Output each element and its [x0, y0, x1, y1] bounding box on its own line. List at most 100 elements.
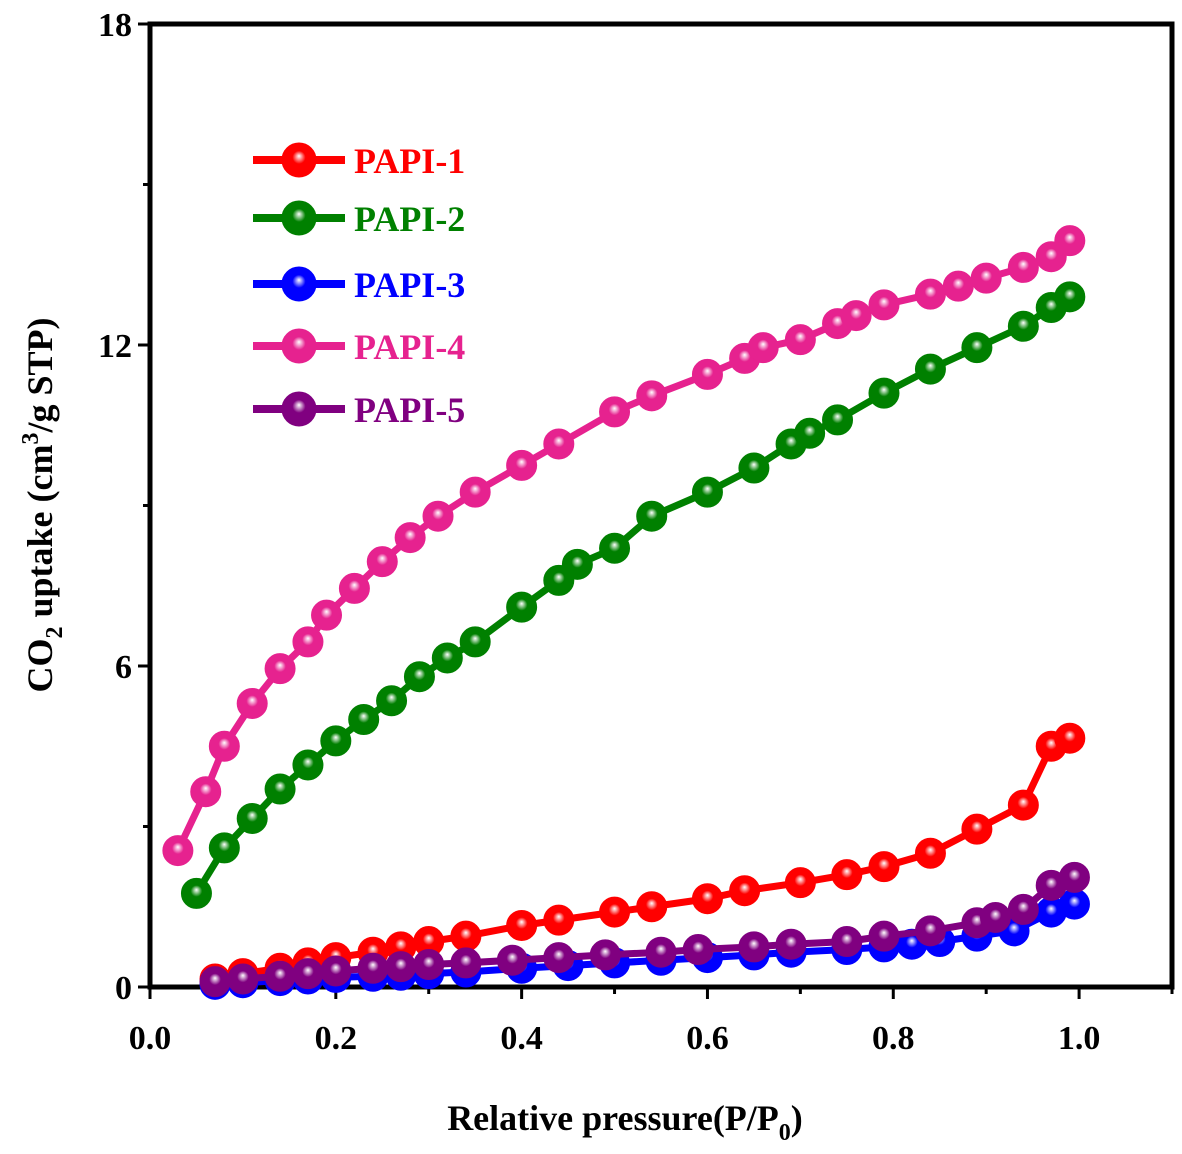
data-point: [236, 687, 268, 719]
data-point: [914, 837, 946, 869]
x-tick-label: 0.0: [129, 1020, 172, 1057]
legend-label: PAPI-3: [354, 265, 465, 305]
data-point: [784, 324, 816, 356]
data-point: [292, 626, 324, 658]
data-point: [506, 909, 538, 941]
data-point: [868, 920, 900, 952]
legend-marker: [281, 328, 317, 364]
data-point: [376, 685, 408, 717]
data-point: [599, 396, 631, 428]
data-point: [599, 532, 631, 564]
data-point: [682, 934, 714, 966]
data-point: [794, 417, 826, 449]
legend-label: PAPI-4: [354, 327, 465, 367]
x-tick-label: 1.0: [1058, 1020, 1101, 1057]
data-point: [868, 851, 900, 883]
axis-ticks: [138, 22, 1174, 999]
data-point: [543, 904, 575, 936]
data-point: [403, 661, 435, 693]
data-point: [264, 773, 296, 805]
legend-marker: [281, 391, 317, 427]
data-point: [840, 300, 872, 332]
data-point: [506, 449, 538, 481]
data-point: [506, 591, 538, 623]
series-papi-4: [162, 225, 1086, 867]
data-point: [162, 835, 194, 867]
series-line: [193, 293, 1072, 896]
data-point: [645, 936, 677, 968]
legend-marker: [281, 142, 317, 178]
data-point: [691, 358, 723, 390]
data-point: [961, 813, 993, 845]
data-point: [1054, 722, 1086, 754]
y-tick-label: 0: [115, 970, 132, 1007]
legend-marker: [281, 266, 317, 302]
x-axis-title: Relative pressure(P/P0): [447, 1098, 803, 1146]
y-axis-title: CO2 uptake (cm3/g STP): [18, 317, 68, 692]
data-point: [868, 377, 900, 409]
data-point: [459, 626, 491, 658]
data-point: [831, 859, 863, 891]
data-point: [450, 920, 482, 952]
data-point: [561, 548, 593, 580]
data-point: [738, 931, 770, 963]
data-point: [496, 944, 528, 976]
data-point: [822, 404, 854, 436]
legend-label: PAPI-2: [354, 199, 465, 239]
data-point: [738, 452, 770, 484]
data-point: [831, 926, 863, 958]
data-point: [543, 428, 575, 460]
legend-marker: [281, 200, 317, 236]
data-point: [459, 476, 491, 508]
legend-item: PAPI-2: [253, 199, 465, 239]
data-point: [775, 928, 807, 960]
data-point: [1007, 789, 1039, 821]
data-point: [970, 262, 1002, 294]
data-point: [1007, 893, 1039, 925]
data-point: [292, 749, 324, 781]
data-point: [784, 867, 816, 899]
legend-label: PAPI-5: [354, 390, 465, 430]
data-point: [413, 949, 445, 981]
data-point: [422, 500, 454, 532]
axis-tick-labels: 0.0 0.2 0.4 0.6 0.8 1.0 0 6 12 18: [98, 7, 1100, 1057]
x-tick-label: 0.8: [872, 1020, 915, 1057]
data-point: [729, 875, 761, 907]
data-point: [961, 332, 993, 364]
data-point: [1054, 225, 1086, 257]
legend-label: PAPI-1: [354, 141, 465, 181]
data-point: [914, 278, 946, 310]
legend-item: PAPI-5: [253, 390, 465, 430]
data-point: [1007, 251, 1039, 283]
data-point: [431, 642, 463, 674]
data-point: [691, 883, 723, 915]
y-tick-label: 12: [98, 328, 132, 365]
data-point: [747, 332, 779, 364]
y-tick-label: 6: [115, 649, 132, 686]
series-layer: [162, 225, 1090, 1000]
x-tick-label: 0.4: [500, 1020, 543, 1057]
data-point: [979, 901, 1011, 933]
data-point: [264, 960, 296, 992]
data-point: [357, 952, 389, 984]
data-point: [227, 963, 259, 995]
data-point: [589, 939, 621, 971]
data-point: [599, 896, 631, 928]
data-point: [208, 832, 240, 864]
x-tick-label: 0.6: [686, 1020, 729, 1057]
data-point: [385, 951, 417, 983]
data-point: [394, 522, 426, 554]
data-point: [942, 270, 974, 302]
legend-item: PAPI-3: [253, 265, 465, 305]
data-point: [320, 955, 352, 987]
data-point: [320, 725, 352, 757]
y-tick-label: 18: [98, 7, 132, 44]
data-point: [199, 966, 231, 998]
data-point: [914, 353, 946, 385]
series-papi-2: [180, 281, 1086, 909]
data-point: [180, 877, 212, 909]
data-point: [868, 289, 900, 321]
series-papi-5: [199, 861, 1090, 998]
legend-item: PAPI-1: [253, 141, 465, 181]
